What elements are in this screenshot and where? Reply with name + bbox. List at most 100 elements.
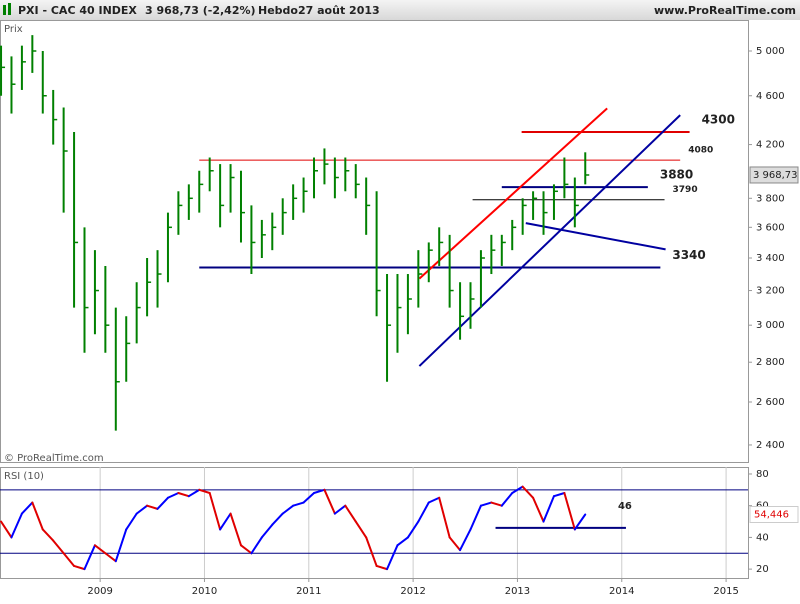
rsi-segment [427,496,441,504]
rsi-tick-label: 80 [756,469,769,480]
last-box [749,166,799,184]
trend-line [418,107,608,280]
rsi-level-label: 46 [618,501,632,512]
rsi-segment [302,492,316,504]
rsi-segment [135,504,149,515]
axis-label: Prix [4,24,23,35]
y-tick-label: 3 400 [756,253,785,264]
date: 27 août 2013 [298,4,380,17]
rsi-segment [573,513,587,531]
rsi-segment [52,539,65,555]
x-tick-label: 2013 [505,586,530,597]
y-tick-label: 4 200 [756,140,785,151]
rsi-segment [469,504,482,531]
rsi-segment [323,488,336,515]
trend-line [418,114,681,367]
rsi-segment [20,501,34,515]
rsi-segment [490,501,503,507]
rsi-segment [532,496,545,523]
rsi-title: RSI (10) [4,471,44,482]
rsi-segment [386,544,399,571]
quote: 3 968,73 (-2,42%) [145,4,256,17]
header-bar [0,0,800,20]
level-label: 4080 [688,146,713,156]
rsi-segment [250,536,263,555]
rsi-last-label: 54,446 [754,509,789,520]
y-tick-label: 2 400 [756,440,785,451]
y-tick-label: 3 800 [756,193,785,204]
rsi-segment [146,504,159,510]
x-tick-label: 2015 [713,586,738,597]
rsi-segment [0,520,13,539]
rsi-tick-label: 20 [756,564,769,575]
trend-line [525,222,666,251]
x-tick-label: 2014 [609,586,634,597]
last-label: 3 968,73 [753,170,798,181]
y-tick-label: 3 600 [756,222,785,233]
rsi-segment [281,504,295,515]
rsi-segment [177,492,190,498]
y-tick-label: 4 600 [756,91,785,102]
rsi-segment [41,528,55,542]
y-tick-label: 5 000 [756,46,785,57]
rsi-segment [406,520,420,539]
price-frame [0,20,749,463]
rsi-segment [448,536,462,552]
rsi-segment [375,564,389,571]
rsi-tick-label: 40 [756,532,769,543]
rsi-segment [313,488,326,495]
rsi-segment [438,496,451,539]
icon [8,3,11,15]
symbol: PXI - CAC 40 INDEX [18,4,137,17]
rsi-segment [83,544,96,571]
rsi-segment [521,485,535,499]
rsi-segment [114,528,128,563]
rsi-segment [239,544,253,555]
x-tick-label: 2011 [296,586,321,597]
rsi-segment [500,492,514,507]
rsi-segment [292,501,305,507]
rsi-segment [62,552,76,567]
icon [3,5,6,15]
rsi-segment [187,488,201,498]
rsi-segment [479,501,493,507]
level-label: 4300 [702,112,735,126]
rsi-segment [396,536,409,547]
rsi-segment [73,564,86,571]
rsi-segment [125,512,138,531]
rsi-frame [0,467,749,579]
rsi-segment [542,495,555,523]
rsi-segment [166,492,180,499]
rsi-segment [511,485,524,495]
rsi-segment [333,504,347,515]
rsi-segment [271,512,284,526]
rsi-segment [198,488,211,495]
y-tick-label: 2 800 [756,357,785,368]
rsi-segment [563,492,576,531]
x-tick-label: 2009 [87,586,112,597]
x-tick-label: 2010 [192,586,217,597]
site: www.ProRealTime.com [654,4,796,17]
level-label: 3880 [660,168,693,182]
rsi-segment [459,528,472,552]
rsi-segment [417,501,430,523]
rsi-segment [93,544,107,555]
rsi-segment [260,523,274,539]
rsi-segment [104,552,117,563]
period: Hebdo [258,4,298,17]
rsi-last-box [749,505,799,523]
rsi-segment [344,504,357,523]
rsi-segment [552,492,566,498]
rsi-segment [365,536,378,567]
y-tick-label: 3 200 [756,286,785,297]
rsi-segment [354,520,368,539]
level-label: 3340 [672,248,705,262]
y-tick-label: 2 600 [756,397,785,408]
rsi-segment [10,512,23,539]
y-tick-label: 3 000 [756,320,785,331]
level-label: 3790 [673,185,698,195]
rsi-segment [219,512,232,531]
rsi-segment [156,496,169,510]
rsi-segment [208,492,222,531]
